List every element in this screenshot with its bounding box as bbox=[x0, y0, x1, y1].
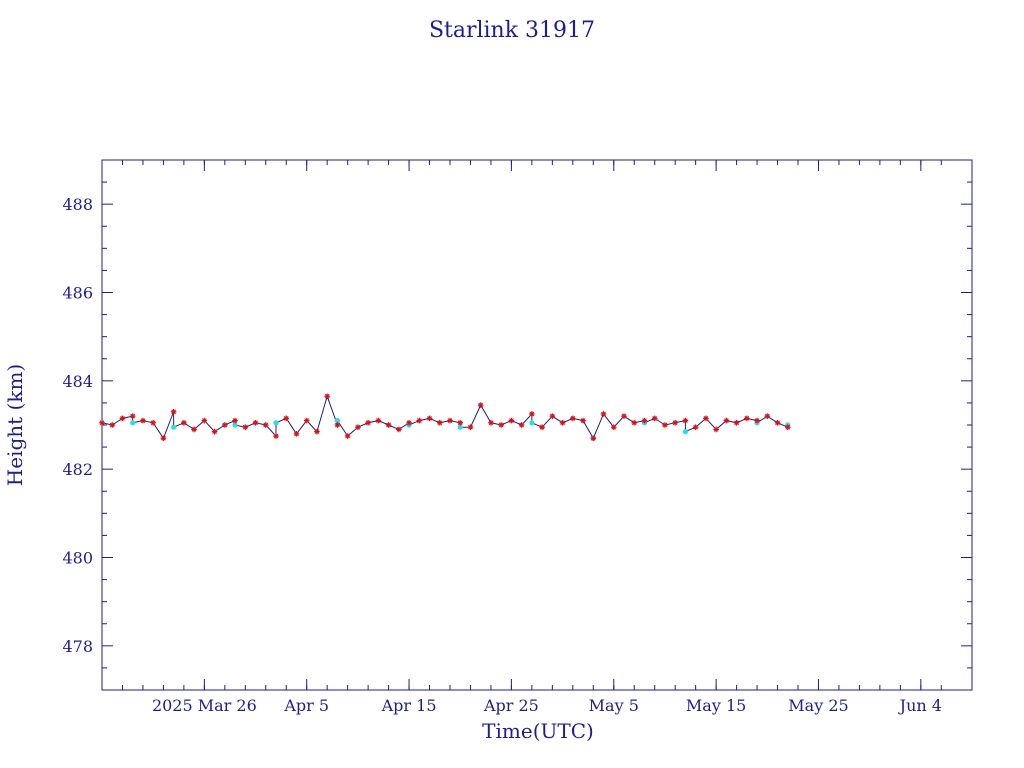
data-point bbox=[641, 417, 648, 424]
data-point bbox=[682, 417, 689, 424]
data-point bbox=[344, 433, 351, 439]
data-point bbox=[692, 424, 699, 431]
data-point bbox=[273, 433, 279, 439]
data-point-secondary bbox=[171, 424, 177, 430]
data-point bbox=[334, 422, 341, 428]
y-tick-label: 484 bbox=[62, 372, 93, 391]
data-point bbox=[150, 419, 156, 426]
data-point bbox=[283, 415, 290, 422]
data-point bbox=[774, 419, 781, 426]
data-point bbox=[375, 417, 382, 424]
markers-group bbox=[99, 393, 791, 442]
y-tick-label: 486 bbox=[62, 284, 93, 303]
data-point bbox=[109, 422, 116, 428]
data-point bbox=[140, 417, 146, 424]
data-point-secondary bbox=[529, 420, 535, 426]
x-axis: 2025 Mar 26 Apr 5 Apr 15 Apr 25 May 5 May 15 M… bbox=[152, 160, 942, 715]
data-point bbox=[723, 417, 730, 424]
chart-title: Starlink 31917 bbox=[429, 18, 595, 43]
data-point bbox=[191, 426, 197, 433]
data-point bbox=[488, 419, 494, 426]
data-point bbox=[355, 424, 361, 431]
x-tick-label: Apr 15 bbox=[381, 696, 437, 715]
data-point-secondary bbox=[130, 420, 136, 426]
x-tick-label: May 5 bbox=[589, 696, 639, 715]
data-point bbox=[129, 413, 136, 419]
data-point bbox=[457, 419, 464, 426]
data-point bbox=[539, 424, 545, 431]
data-point bbox=[672, 419, 678, 426]
data-point bbox=[713, 426, 719, 433]
data-point bbox=[477, 402, 484, 408]
data-point bbox=[232, 417, 238, 424]
data-point bbox=[754, 417, 760, 424]
data-point bbox=[610, 424, 617, 431]
data-point-secondary bbox=[457, 424, 463, 430]
data-point bbox=[498, 422, 504, 428]
data-point-secondary bbox=[232, 422, 238, 428]
data-point bbox=[467, 424, 474, 431]
x-tick-label: 2025 Mar 26 bbox=[152, 696, 257, 715]
data-point bbox=[396, 426, 402, 433]
data-point bbox=[559, 419, 566, 426]
x-axis-label: Time(UTC) bbox=[482, 719, 594, 743]
data-point bbox=[529, 411, 535, 417]
data-point bbox=[549, 413, 556, 419]
y-tick-label: 482 bbox=[62, 460, 93, 479]
data-point bbox=[293, 431, 300, 437]
data-point bbox=[508, 417, 515, 424]
data-point bbox=[447, 417, 453, 424]
x-tick-label: May 15 bbox=[686, 696, 746, 715]
data-point-secondary bbox=[273, 420, 279, 426]
data-point bbox=[181, 419, 187, 426]
y-axis-label: Height (km) bbox=[3, 364, 27, 486]
data-point bbox=[631, 419, 638, 426]
data-point bbox=[262, 422, 269, 428]
data-point bbox=[436, 419, 443, 426]
data-point bbox=[160, 435, 167, 442]
data-point bbox=[600, 411, 607, 417]
data-point bbox=[406, 419, 412, 426]
data-point bbox=[703, 415, 709, 422]
data-point bbox=[580, 417, 586, 424]
data-point-secondary bbox=[334, 417, 341, 424]
x-tick-label: Apr 25 bbox=[483, 696, 539, 715]
data-point bbox=[662, 422, 668, 428]
x-tick-label: Apr 5 bbox=[283, 696, 329, 715]
data-point bbox=[621, 413, 627, 419]
data-point bbox=[99, 419, 105, 426]
data-point-secondary bbox=[682, 429, 689, 435]
data-point bbox=[416, 417, 423, 424]
data-point bbox=[222, 422, 228, 428]
data-point bbox=[570, 415, 576, 422]
data-point bbox=[211, 428, 218, 435]
data-point bbox=[385, 422, 392, 428]
data-point bbox=[303, 417, 310, 424]
data-point bbox=[744, 415, 750, 422]
y-tick-label: 488 bbox=[62, 195, 93, 214]
data-point bbox=[314, 428, 320, 435]
data-point bbox=[518, 422, 525, 428]
data-point bbox=[590, 435, 597, 442]
data-point bbox=[170, 408, 177, 415]
data-point bbox=[252, 419, 259, 426]
data-point bbox=[764, 413, 771, 419]
data-point bbox=[784, 424, 791, 431]
data-point bbox=[119, 415, 126, 422]
data-point bbox=[733, 419, 740, 426]
y-axis: 478 480 482 484 486 488 bbox=[62, 195, 972, 656]
data-point bbox=[365, 419, 371, 426]
x-tick-label: Jun 4 bbox=[898, 696, 942, 715]
y-tick-label: 480 bbox=[62, 549, 93, 568]
x-tick-label: May 25 bbox=[788, 696, 848, 715]
data-point bbox=[201, 417, 208, 424]
data-point bbox=[426, 415, 433, 422]
data-point bbox=[324, 393, 330, 400]
data-point bbox=[651, 415, 658, 422]
data-point bbox=[242, 424, 249, 431]
y-tick-label: 478 bbox=[62, 637, 93, 656]
